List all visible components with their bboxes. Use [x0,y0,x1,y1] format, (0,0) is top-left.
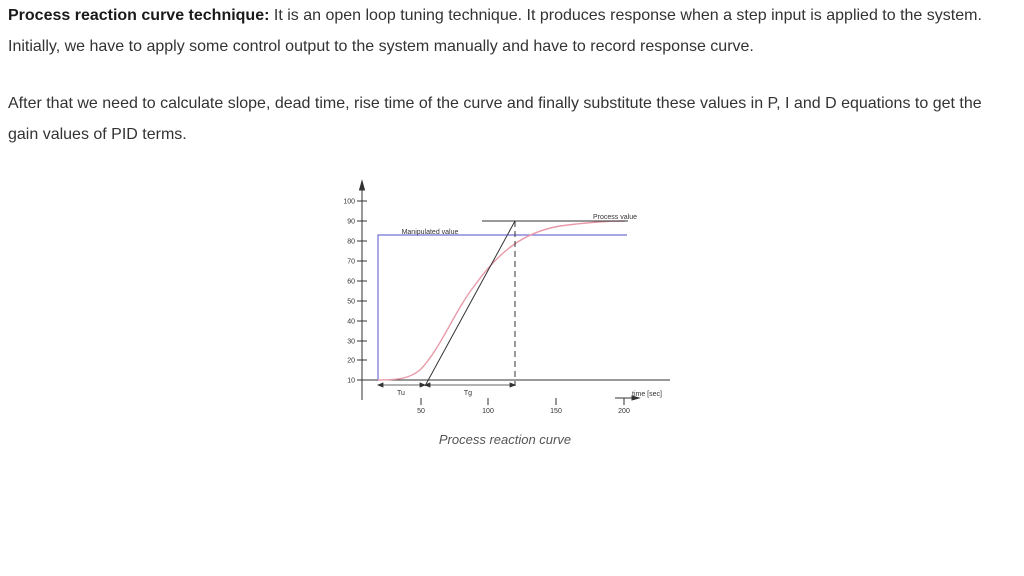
figure-caption: Process reaction curve [438,432,572,447]
dead-time-dimension [376,382,427,388]
y-tick-label: 100 [343,199,355,206]
x-tick-label: 50 [417,408,425,415]
y-tick-label: 60 [347,279,355,286]
intro-text: It is an open loop tuning technique. It … [8,7,982,55]
tangent-line [424,220,516,387]
y-tick-label: 70 [347,259,355,266]
x-tick-marks [420,395,641,405]
y-tick-label: 80 [347,239,355,246]
rise-time-label: Tg [464,390,472,397]
y-tick-label: 10 [347,378,355,385]
x-tick-label: 100 [482,408,494,415]
manipulated-value-line [377,234,627,380]
y-tick-label: 50 [347,299,355,306]
x-tick-label: 200 [618,408,630,415]
process-value-label: Process value [593,214,637,221]
y-tick-label: 90 [347,219,355,226]
dead-time-label: Tu [397,390,405,397]
paragraph-intro: Process reaction curve technique: It is … [8,0,1016,62]
process-reaction-curve-figure: 100 90 80 70 60 50 40 30 20 10 50 100 15… [343,179,670,415]
y-tick-label: 40 [347,319,355,326]
y-tick-labels: 100 90 80 70 60 50 40 30 20 10 [343,199,355,385]
x-tick-labels: 50 100 150 200 [417,408,630,415]
process-value-curve [377,220,626,381]
y-tick-marks [357,200,367,381]
x-axis-label: time [sec] [632,391,662,398]
paragraph-steps: After that we need to calculate slope, d… [8,95,982,143]
y-tick-label: 20 [347,358,355,365]
term-heading: Process reaction curve technique: [8,7,270,24]
manipulated-value-label: Manipulated value [402,229,459,236]
y-axis [358,179,366,400]
rise-time-dimension [423,382,517,388]
y-tick-label: 30 [347,339,355,346]
x-tick-label: 150 [550,408,562,415]
